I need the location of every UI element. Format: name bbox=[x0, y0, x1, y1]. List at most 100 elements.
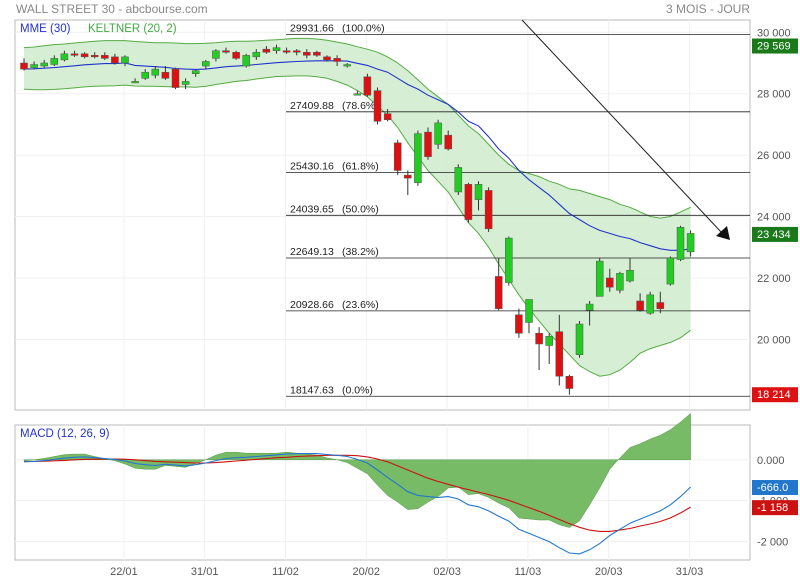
candle-body bbox=[313, 51, 321, 56]
candle-body bbox=[535, 332, 543, 345]
fib-level-percent: (23.6%) bbox=[342, 299, 379, 311]
candle-body bbox=[626, 270, 634, 282]
trend-arrow-head bbox=[716, 226, 730, 240]
candle-body bbox=[525, 299, 533, 323]
macd-signal-line bbox=[24, 454, 691, 532]
candle-body bbox=[575, 323, 584, 355]
price-badge bbox=[752, 38, 798, 54]
x-tick-label: 31/01 bbox=[191, 566, 219, 578]
candle-body bbox=[676, 227, 685, 260]
candle-body bbox=[131, 81, 139, 84]
candle-body bbox=[70, 53, 79, 56]
candle-body bbox=[90, 55, 99, 58]
fib-level-percent: (38.2%) bbox=[342, 246, 379, 258]
period-label: 3 MOIS - JOUR bbox=[665, 2, 750, 16]
mme-line bbox=[23, 60, 691, 251]
macd-badge bbox=[752, 500, 798, 516]
candle-body bbox=[494, 276, 503, 309]
fib-level-percent: (100.0%) bbox=[342, 22, 385, 34]
candle-body bbox=[636, 300, 644, 311]
candle-body bbox=[545, 336, 553, 346]
macd-badge bbox=[752, 480, 798, 496]
candle-body bbox=[212, 50, 220, 59]
candle-body bbox=[50, 58, 59, 65]
candle-body bbox=[616, 273, 624, 291]
candle-body bbox=[404, 174, 412, 179]
candle-body bbox=[686, 233, 695, 253]
candle-body bbox=[111, 56, 119, 64]
price-tick-label: 28 000 bbox=[757, 89, 791, 101]
macd-line bbox=[23, 453, 691, 555]
legend-keltner: KELTNER (20, 2) bbox=[88, 23, 177, 35]
fib-level-value: 20928.66 bbox=[290, 299, 334, 311]
x-tick-label: 31/03 bbox=[676, 566, 704, 578]
candle-body bbox=[646, 294, 654, 314]
candle-body bbox=[181, 81, 190, 85]
candle-body bbox=[383, 113, 392, 121]
candle-body bbox=[424, 131, 432, 157]
candle-body bbox=[121, 56, 129, 64]
candle-body bbox=[555, 331, 564, 377]
price-tick-label: 26 000 bbox=[757, 150, 791, 162]
fib-level-percent: (0.0%) bbox=[342, 384, 373, 396]
candle-body bbox=[585, 303, 594, 311]
candle-body bbox=[272, 47, 281, 51]
x-tick-label: 20/03 bbox=[595, 566, 623, 578]
candle-body bbox=[666, 257, 675, 285]
candle-body bbox=[20, 62, 28, 70]
price-badge-label: 29 569 bbox=[757, 41, 791, 53]
fib-level-percent: (61.8%) bbox=[342, 161, 379, 173]
candle-body bbox=[333, 58, 341, 62]
candle-body bbox=[262, 48, 271, 53]
x-tick-label: 11/03 bbox=[515, 566, 542, 578]
candle-body bbox=[606, 277, 614, 288]
fib-level-value: 25430.16 bbox=[290, 161, 334, 173]
candle-body bbox=[40, 62, 48, 67]
keltner-band-fill bbox=[24, 38, 691, 377]
chart-title: WALL STREET 30 - abcbourse.com bbox=[16, 2, 208, 16]
macd-histogram bbox=[23, 412, 691, 528]
candle-body bbox=[30, 64, 38, 68]
candle-body bbox=[323, 56, 331, 61]
candle-body bbox=[444, 134, 452, 150]
candle-body bbox=[60, 53, 69, 61]
fib-level-percent: (78.6%) bbox=[342, 100, 379, 112]
candle-body bbox=[393, 142, 402, 171]
legend-mme: MME (30) bbox=[20, 23, 71, 35]
candle-body bbox=[303, 51, 311, 56]
fib-level-value: 18147.63 bbox=[290, 384, 334, 396]
candle-body bbox=[202, 61, 210, 67]
price-tick-label: 22 000 bbox=[757, 273, 791, 285]
candle-body bbox=[80, 53, 89, 58]
fib-level-value: 29931.66 bbox=[290, 22, 334, 34]
candle-body bbox=[292, 50, 301, 53]
candle-body bbox=[101, 55, 109, 59]
candle-body bbox=[363, 76, 372, 96]
price-badge bbox=[752, 387, 798, 403]
candle-body bbox=[161, 71, 170, 79]
candle-body bbox=[141, 71, 149, 79]
keltner-upper-line bbox=[23, 37, 691, 219]
legend-macd: MACD (12, 26, 9) bbox=[20, 428, 110, 440]
price-tick-label: 30 000 bbox=[757, 27, 791, 39]
candle-body bbox=[222, 50, 230, 53]
candle-body bbox=[565, 375, 574, 389]
candle-body bbox=[474, 184, 483, 200]
candle-body bbox=[242, 55, 250, 67]
x-tick-label: 02/03 bbox=[433, 566, 461, 578]
price-tick-label: 20 000 bbox=[757, 334, 791, 346]
price-badge-label: 23 434 bbox=[757, 229, 791, 241]
x-tick-label: 20/02 bbox=[353, 566, 381, 578]
trend-line bbox=[521, 19, 723, 234]
candle-body bbox=[414, 133, 422, 184]
x-tick-label: 22/01 bbox=[110, 566, 138, 578]
fib-level-value: 27409.88 bbox=[290, 100, 334, 112]
candle-body bbox=[282, 50, 291, 53]
candle-body bbox=[595, 260, 604, 297]
candle-body bbox=[171, 68, 180, 88]
fib-level-percent: (50.0%) bbox=[342, 203, 379, 215]
price-tick-label: 24 000 bbox=[757, 212, 791, 224]
candle-body bbox=[373, 90, 382, 122]
